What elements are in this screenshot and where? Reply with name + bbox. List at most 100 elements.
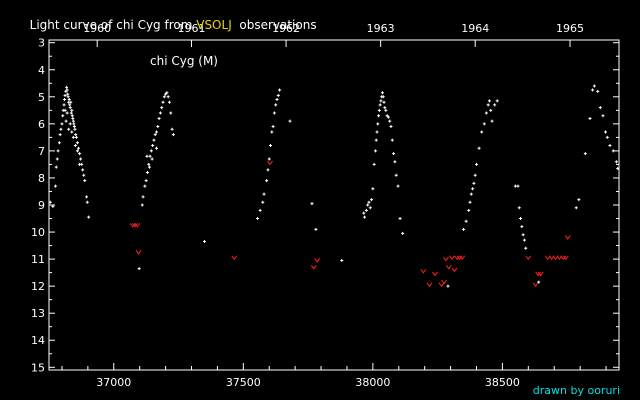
y-tick-label: 3 <box>38 37 45 50</box>
observation-point <box>383 106 387 110</box>
observation-point <box>202 240 206 244</box>
y-tick-label: 8 <box>38 172 45 185</box>
observation-point <box>262 192 266 196</box>
observation-point <box>48 200 52 204</box>
observation-point <box>155 146 159 150</box>
observation-point <box>486 103 490 107</box>
upper-limit-point <box>564 235 571 240</box>
observation-point <box>362 211 366 215</box>
observation-point <box>59 127 63 131</box>
observation-point <box>265 179 269 183</box>
observation-point <box>382 100 386 104</box>
upper-limit-point <box>134 222 141 228</box>
observation-point <box>401 231 405 235</box>
observation-point <box>85 195 89 199</box>
star-label: chi Cyg (M) <box>150 54 218 68</box>
observation-point <box>398 217 402 221</box>
x-tick-label: 38000 <box>355 376 390 389</box>
observation-point <box>79 157 83 161</box>
observation-point <box>66 95 70 99</box>
observation-point <box>162 95 166 99</box>
year-tick-label: 1961 <box>178 22 206 35</box>
observation-point <box>489 108 493 112</box>
observation-point <box>371 187 375 191</box>
observation-point <box>65 111 69 115</box>
upper-limit-point <box>135 250 142 255</box>
observation-point <box>393 160 397 164</box>
observation-point <box>601 114 605 118</box>
year-tick-label: 1964 <box>461 22 489 35</box>
observation-point <box>471 187 475 191</box>
upper-limit-point <box>562 255 569 261</box>
observation-point <box>73 127 77 131</box>
y-tick-label: 13 <box>31 307 45 320</box>
observation-point <box>144 179 148 183</box>
observation-point <box>592 84 596 88</box>
observation-point <box>56 149 60 153</box>
upper-limit-point <box>443 256 449 262</box>
observation-point <box>522 238 526 242</box>
observation-point <box>588 116 592 120</box>
observation-point <box>381 95 385 99</box>
observation-point <box>384 108 388 112</box>
observation-point <box>58 133 62 137</box>
year-tick-label: 1965 <box>556 22 584 35</box>
observation-point <box>275 98 279 102</box>
observation-point <box>467 208 471 212</box>
observation-point <box>60 122 64 126</box>
observation-point <box>161 100 165 104</box>
observation-point <box>272 111 276 115</box>
observation-point <box>537 280 541 284</box>
observation-point <box>65 85 69 89</box>
observation-point <box>78 162 82 166</box>
observation-point <box>67 98 71 102</box>
observation-point <box>261 200 265 204</box>
upper-limit-point <box>267 160 273 166</box>
observation-point <box>63 93 67 97</box>
observation-point <box>145 154 149 158</box>
observation-point <box>490 119 494 123</box>
observation-point <box>68 106 72 110</box>
observation-point <box>577 198 581 202</box>
observation-point <box>493 103 497 107</box>
upper-limit-point <box>525 255 532 261</box>
observation-point <box>66 92 70 96</box>
upper-limit-point <box>445 264 452 270</box>
observation-point <box>464 219 468 223</box>
year-tick-label: 1960 <box>83 22 111 35</box>
observation-point <box>73 143 77 147</box>
observation-point <box>372 162 376 166</box>
observation-point <box>363 215 367 219</box>
observation-point <box>446 284 450 288</box>
observation-point <box>340 258 344 262</box>
observation-point <box>82 173 86 177</box>
observation-point <box>614 160 618 164</box>
observation-point <box>604 130 608 134</box>
observation-point <box>148 154 152 158</box>
observation-point <box>71 116 75 120</box>
observation-point <box>150 157 154 161</box>
year-tick-label: 1963 <box>367 22 395 35</box>
observation-point <box>166 95 170 99</box>
observation-point <box>611 149 615 153</box>
observation-point <box>380 91 384 95</box>
y-tick-label: 6 <box>38 118 45 131</box>
observation-point <box>271 125 275 129</box>
observation-point <box>151 143 155 147</box>
observation-point <box>64 119 68 123</box>
observation-point <box>583 152 587 156</box>
upper-limit-point <box>537 271 544 277</box>
observation-point <box>472 181 476 185</box>
y-tick-label: 5 <box>38 91 45 104</box>
observation-point <box>517 206 521 210</box>
observation-point <box>256 217 260 221</box>
observation-point <box>487 99 491 103</box>
observation-point <box>76 141 79 145</box>
title-suffix: observations <box>231 18 317 32</box>
observation-point <box>160 106 164 110</box>
year-tick-label: 1962 <box>272 22 300 35</box>
observation-point <box>169 111 173 115</box>
observation-point <box>70 130 74 134</box>
observation-point <box>63 108 67 112</box>
